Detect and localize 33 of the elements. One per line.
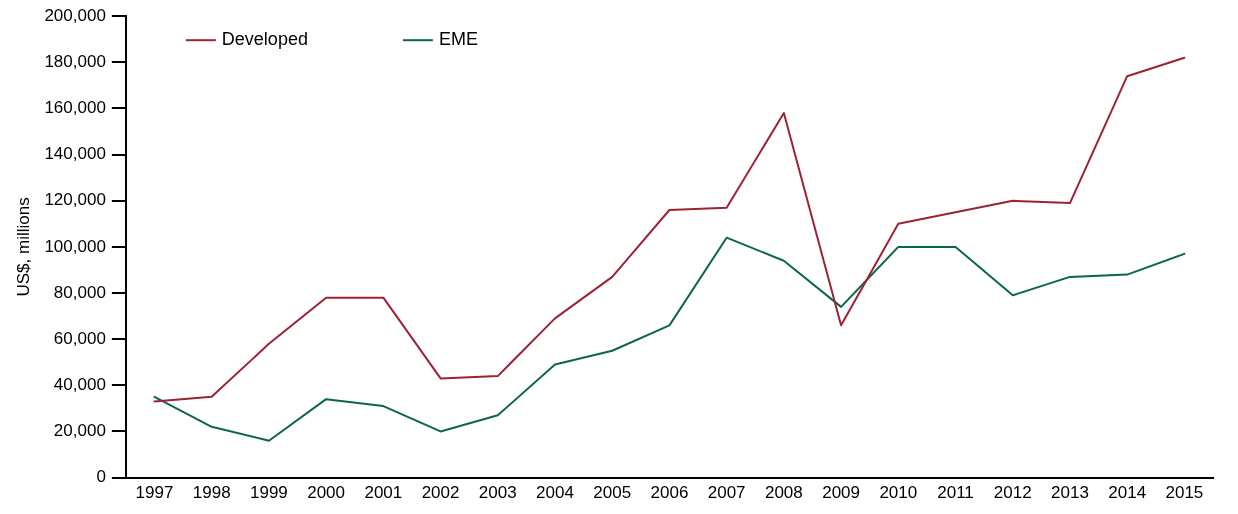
y-tick-label: 120,000 — [44, 190, 106, 210]
y-axis-title: US$, millions — [13, 197, 33, 297]
x-tick-label: 1999 — [249, 483, 288, 503]
x-tick-label: 2013 — [1051, 483, 1089, 503]
x-tick-label: 2012 — [993, 483, 1032, 503]
y-tick-label: 180,000 — [44, 52, 106, 72]
y-tick-label: 200,000 — [44, 5, 106, 25]
y-tick-label: 140,000 — [44, 144, 106, 164]
x-tick-label: 1997 — [135, 483, 174, 503]
x-tick-label: 2004 — [536, 483, 574, 503]
y-tick-label: 100,000 — [44, 236, 106, 256]
x-tick-label: 2011 — [937, 483, 974, 503]
y-tick-label: 160,000 — [44, 98, 106, 118]
x-tick-label: 2008 — [764, 483, 803, 503]
x-tick-label: 2005 — [593, 483, 632, 503]
legend-label: EME — [438, 29, 478, 50]
x-tick-label: 2002 — [421, 483, 460, 503]
x-tick-label: 2015 — [1165, 483, 1204, 503]
x-tick-label: 2009 — [822, 483, 860, 503]
x-tick-label: 1998 — [192, 483, 231, 503]
x-tick-label: 2006 — [650, 483, 689, 503]
x-tick-label: 2010 — [879, 483, 918, 503]
y-tick-label: 80,000 — [53, 282, 106, 302]
legend-label: Developed — [221, 29, 308, 50]
x-tick-label: 2003 — [478, 483, 517, 503]
x-tick-label: 2007 — [707, 483, 746, 503]
y-tick-label: 0 — [96, 467, 106, 487]
x-tick-label: 2001 — [364, 483, 403, 503]
x-tick-label: 2000 — [307, 483, 346, 503]
y-tick-label: 40,000 — [53, 375, 106, 395]
y-tick-label: 60,000 — [53, 328, 106, 348]
x-tick-label: 2014 — [1108, 483, 1147, 503]
y-tick-label: 20,000 — [53, 421, 106, 441]
